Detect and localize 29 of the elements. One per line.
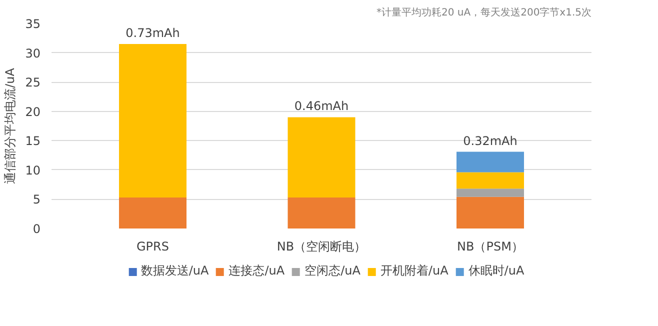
legend-label: 开机附着/uA: [380, 262, 448, 280]
y-tick-label: 30: [25, 46, 41, 60]
bar: [119, 44, 186, 198]
annotation: 0.73mAh: [126, 26, 180, 40]
bar: [456, 152, 524, 172]
y-tick-label: 35: [25, 17, 41, 31]
bar: [456, 172, 524, 189]
legend-label: 连接态/uA: [228, 262, 285, 280]
legend-label: 数据发送/uA: [140, 262, 209, 280]
bar: [288, 117, 356, 198]
text: *计量平均功耗20 uA，每天发送200字节x1.5次: [376, 6, 592, 18]
legend-label: 休眠时/uA: [468, 262, 524, 280]
y-tick-label: 20: [25, 104, 41, 119]
x-tick-label: NB（PSM）: [457, 240, 524, 254]
bar: [456, 196, 524, 228]
y-tick-label: 10: [25, 163, 41, 178]
bar: [456, 188, 524, 197]
annotation: 0.46mAh: [294, 99, 349, 114]
y-tick-label: 0: [32, 222, 41, 236]
y-tick-label: 5: [32, 192, 41, 207]
annotation: 0.32mAh: [463, 134, 518, 148]
x-tick-label: GPRS: [136, 240, 170, 254]
y-axis-title: 通信部分平均电流/uA: [3, 67, 18, 184]
y-tick-label: 15: [25, 134, 41, 148]
bar: [288, 197, 356, 228]
y-tick-label: 25: [25, 76, 41, 90]
x-tick-label: NB（空闲断电）: [276, 240, 366, 254]
legend-label: 空闲态/uA: [304, 262, 360, 280]
bar: [119, 197, 186, 228]
